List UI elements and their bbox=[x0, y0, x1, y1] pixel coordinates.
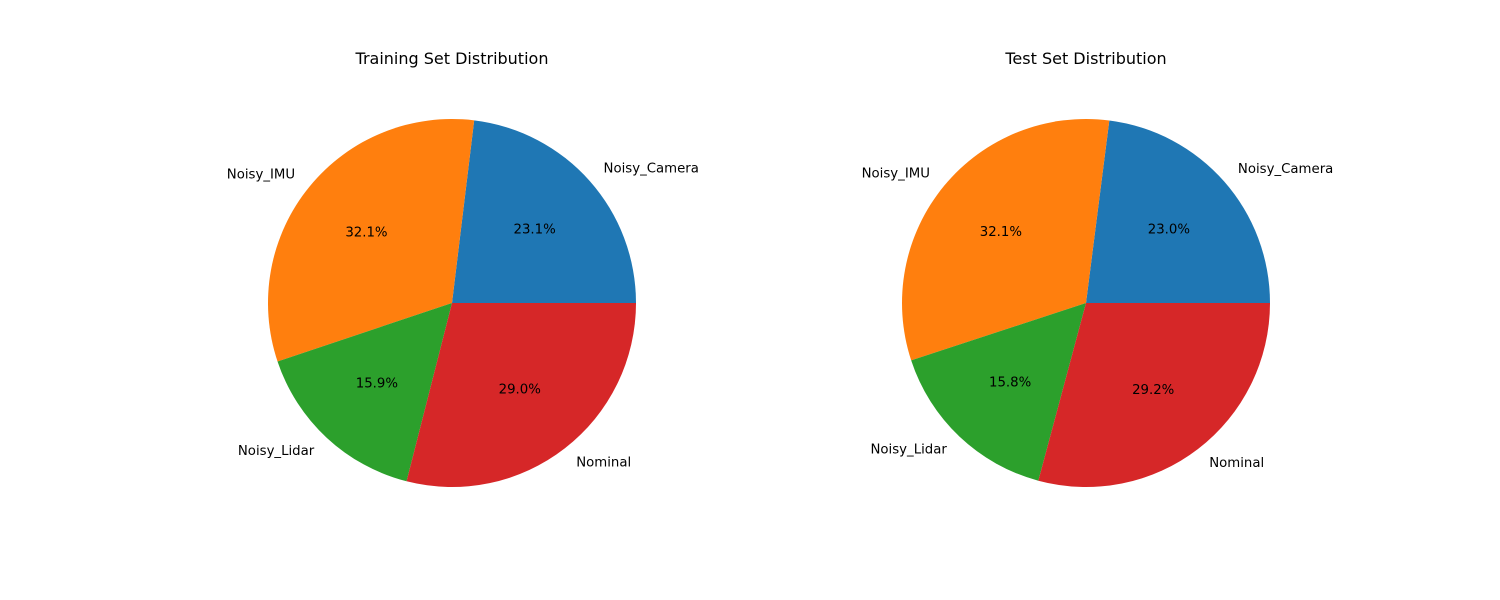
pie-slices bbox=[902, 118, 1270, 488]
percentage-label: 32.1% bbox=[980, 225, 1022, 240]
pie-slice-noisy-lidar bbox=[911, 303, 1086, 481]
percentage-label: 29.2% bbox=[1132, 383, 1174, 398]
pie-labels: Noisy_Camera 23.1% Noisy_IMU 32.1% Noisy_Lid… bbox=[227, 161, 699, 470]
chart-title: Training Set Distribution bbox=[355, 49, 549, 68]
percentage-label: 32.1% bbox=[345, 226, 387, 241]
category-label: Noisy_Camera bbox=[1238, 162, 1333, 177]
pie-slice-noisy-camera bbox=[452, 120, 636, 303]
chart-title: Test Set Distribution bbox=[1004, 49, 1166, 68]
pie-labels: Noisy_Camera 23.0% Noisy_IMU 32.1% Noisy_Lid… bbox=[862, 162, 1334, 471]
pie-slice-noisy-imu bbox=[267, 118, 475, 362]
pie-slice-nominal bbox=[406, 303, 636, 487]
pie-chart-training: Training Set Distribution Noisy_Camera 23… bbox=[227, 49, 699, 487]
pie-chart-test: Test Set Distribution Noisy_Camera23.0%N… bbox=[862, 49, 1334, 488]
pie-slice-noisy-imu bbox=[902, 118, 1110, 361]
percentage-label: 15.8% bbox=[989, 376, 1031, 391]
pie-slices bbox=[267, 118, 636, 487]
category-label: Noisy_IMU bbox=[862, 167, 930, 182]
category-label: Noisy_IMU bbox=[227, 168, 295, 183]
percentage-label: 29.0% bbox=[499, 383, 541, 398]
category-label: Noisy_Lidar bbox=[238, 444, 315, 459]
pie-slice-noisy-camera bbox=[1086, 120, 1270, 303]
percentage-label: 23.0% bbox=[1148, 223, 1190, 238]
percentage-label: 15.9% bbox=[356, 376, 398, 391]
category-label: Noisy_Camera bbox=[604, 161, 699, 176]
percentage-label: 23.1% bbox=[514, 222, 556, 237]
pie-slice-nominal bbox=[1038, 303, 1270, 488]
category-label: Noisy_Lidar bbox=[870, 442, 947, 457]
category-label: Nominal bbox=[1209, 456, 1264, 471]
pie-slice-noisy-lidar bbox=[277, 303, 452, 482]
category-label: Nominal bbox=[576, 455, 631, 470]
